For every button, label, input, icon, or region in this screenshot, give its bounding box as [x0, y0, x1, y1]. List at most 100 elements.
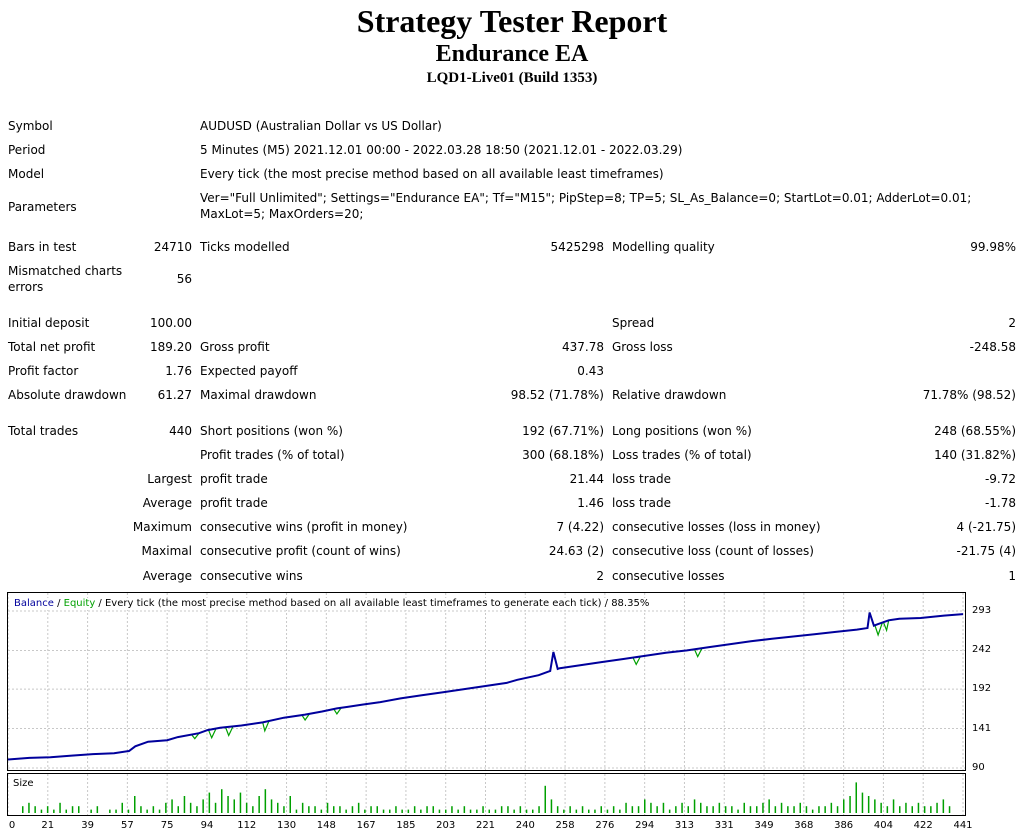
size-bar: [749, 806, 752, 813]
relative-drawdown-value: 71.78% (98.52): [922, 388, 1016, 402]
size-bar: [482, 806, 484, 813]
symbol-value: AUDUSD (Australian Dollar vs US Dollar): [200, 119, 442, 133]
ea-name: Endurance EA: [435, 41, 589, 67]
size-bar: [507, 806, 509, 813]
size-bar: [899, 806, 901, 813]
size-bar: [849, 796, 851, 813]
size-bar: [401, 809, 403, 813]
size-bar: [308, 806, 310, 813]
size-bar: [314, 806, 316, 813]
x-tick-label: 57: [121, 820, 134, 831]
size-bar: [239, 792, 242, 813]
size-bar: [345, 809, 347, 813]
size-bar: [320, 809, 323, 813]
size-bar: [227, 796, 229, 813]
size-bar: [395, 806, 397, 813]
size-bar: [731, 806, 733, 813]
average-loss-value: -1.78: [984, 496, 1016, 510]
size-bar: [774, 806, 777, 813]
legend-rest: / Every tick (the most precise method ba…: [95, 598, 650, 609]
size-bar: [109, 809, 111, 813]
size-bar: [600, 806, 602, 813]
size-bar: [40, 809, 43, 813]
size-bar: [202, 799, 204, 813]
profit-factor-value: 1.76: [165, 364, 192, 378]
x-tick-label: 21: [41, 820, 55, 831]
x-tick-label: 349: [754, 820, 774, 831]
size-bar: [494, 809, 497, 813]
size-bar: [258, 796, 260, 813]
expected-payoff-value: 0.43: [577, 364, 604, 378]
largest-label: Largest: [147, 472, 192, 486]
size-bar: [805, 806, 808, 813]
size-bar: [214, 802, 217, 813]
mismatch-label-2: errors: [8, 280, 44, 294]
y-tick-label: 90: [972, 762, 985, 773]
maximal-label: Maximal: [141, 544, 192, 558]
size-bar: [519, 806, 522, 813]
gross-loss-label: Gross loss: [612, 340, 673, 354]
average-loss-label: loss trade: [612, 496, 671, 510]
size-bar: [264, 789, 267, 813]
balance-chart: Balance / Equity / Every tick (the most …: [7, 592, 966, 771]
average-consecutive-label: Average: [142, 569, 192, 583]
parameters-line-2: MaxLot=5; MaxOrders=20;: [200, 207, 364, 221]
short-positions-value: 192 (67.71%): [522, 424, 604, 438]
y-tick-label: 141: [972, 722, 992, 734]
x-tick-label: 294: [635, 820, 655, 831]
x-tick-label: 0: [8, 820, 16, 831]
max-consecutive-wins-value: 7 (4.22): [556, 520, 604, 534]
largest-loss-label: loss trade: [612, 472, 671, 486]
size-bar: [59, 802, 61, 813]
size-bar: [923, 806, 926, 813]
expected-payoff-label: Expected payoff: [200, 364, 298, 378]
spread-label: Spread: [612, 316, 655, 330]
size-bar: [476, 809, 478, 813]
size-bar: [189, 802, 192, 813]
loss-trades-label: Loss trades (% of total): [612, 448, 752, 462]
size-bar: [569, 806, 571, 813]
size-bar: [756, 806, 758, 813]
total-trades-label: Total trades: [8, 424, 79, 438]
average-profit-label: profit trade: [200, 496, 268, 510]
model-value: Every tick (the most precise method base…: [200, 167, 664, 181]
size-bar: [208, 792, 211, 813]
y-tick-label: 242: [972, 644, 992, 656]
size-bar: [22, 806, 24, 813]
size-bar: [333, 806, 335, 813]
report-title: Strategy Tester Report: [356, 3, 668, 39]
parameters-label: Parameters: [8, 200, 77, 214]
x-tick-label: 258: [555, 820, 575, 831]
deposit-value: 100.00: [150, 316, 192, 330]
size-bar: [818, 806, 820, 813]
size-bar: [768, 799, 770, 813]
size-bar: [165, 802, 167, 813]
size-bar: [389, 809, 391, 813]
size-bar: [563, 809, 565, 813]
size-bar: [905, 802, 907, 813]
y-tick-label: 293: [972, 605, 992, 616]
size-bar: [420, 809, 422, 813]
net-profit-value: 189.20: [150, 340, 192, 354]
size-bar: [811, 809, 814, 813]
size-bar: [917, 802, 920, 813]
size-bar: [28, 802, 30, 813]
size-bar: [538, 806, 540, 813]
size-bar: [843, 799, 845, 813]
avg-consecutive-wins-value: 2: [596, 569, 604, 583]
size-bar: [96, 806, 99, 813]
x-tick-label: 331: [714, 820, 734, 831]
legend-balance: Balance: [14, 598, 54, 609]
maximal-drawdown-label: Maximal drawdown: [200, 388, 317, 402]
size-bar: [277, 802, 279, 813]
size-bar: [930, 806, 932, 813]
x-tick-label: 148: [316, 820, 336, 831]
size-bar: [233, 799, 235, 813]
size-bar: [532, 809, 534, 813]
size-bar: [152, 806, 155, 813]
profit-trades-value: 300 (68.18%): [522, 448, 604, 462]
size-bar: [525, 809, 528, 813]
size-bar: [687, 806, 689, 813]
size-bar: [90, 809, 92, 813]
x-tick-label: 313: [674, 820, 694, 831]
